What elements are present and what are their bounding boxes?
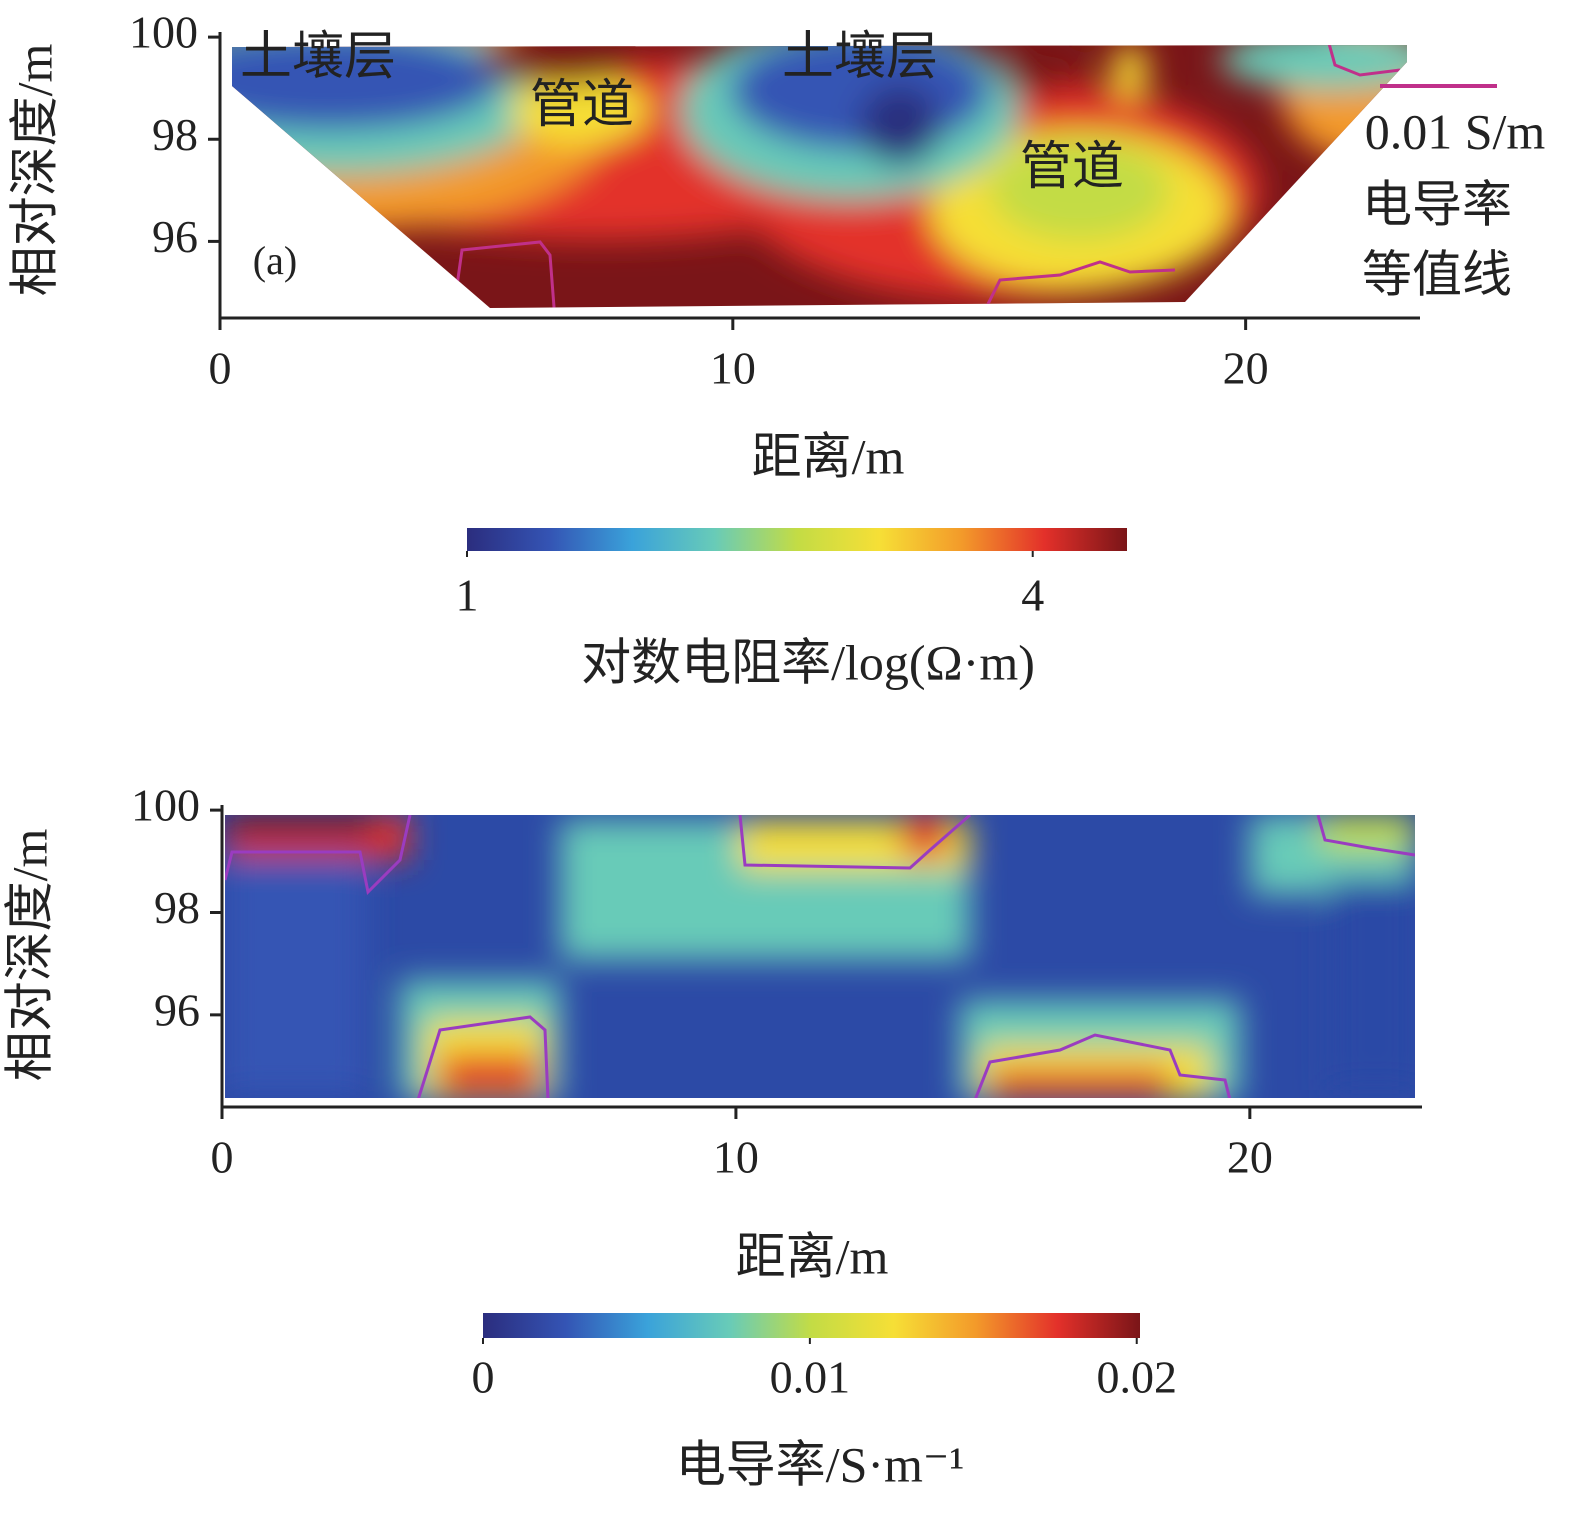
conductivity-field xyxy=(225,815,1415,1098)
annotation: 管道 xyxy=(530,77,634,134)
x-axis-title: 距离/m xyxy=(736,1228,889,1284)
x-axis-title: 距离/m xyxy=(752,428,905,484)
colorbar-title: 对数电阻率/log(Ω·m) xyxy=(581,634,1035,690)
y-tick-label: 96 xyxy=(152,211,198,262)
colorbar-tick-label: 1 xyxy=(456,570,479,621)
y-tick-label: 98 xyxy=(152,109,198,160)
y-axis-title: 相对深度/m xyxy=(1,829,57,1082)
x-tick-label: 10 xyxy=(713,1132,759,1183)
colorbar-tick-label: 4 xyxy=(1021,570,1044,621)
colorbar-tick-label: 0.02 xyxy=(1096,1352,1177,1403)
annotation: 电导率 xyxy=(1362,176,1512,232)
colorbar-tick-label: 0.01 xyxy=(770,1352,851,1403)
colorbar xyxy=(483,1313,1140,1338)
y-tick-label: 100 xyxy=(129,7,198,58)
y-tick-label: 96 xyxy=(154,984,200,1035)
y-tick-label: 98 xyxy=(154,882,200,933)
x-tick-label: 10 xyxy=(710,343,756,394)
y-tick-label: 100 xyxy=(131,780,200,831)
annotation: 等值线 xyxy=(1362,246,1512,302)
annotation: (a) xyxy=(253,238,297,283)
x-tick-label: 0 xyxy=(209,343,232,394)
x-tick-label: 20 xyxy=(1223,343,1269,394)
y-axis-title: 相对深度/m xyxy=(6,44,62,297)
annotation: 土壤层 xyxy=(782,29,938,86)
annotation: 0.01 S/m xyxy=(1365,103,1546,159)
colorbar xyxy=(467,528,1127,551)
colorbar-tick-label: 0 xyxy=(472,1352,495,1403)
colorbar-title: 电导率/S·m⁻¹ xyxy=(676,1436,965,1492)
x-tick-label: 0 xyxy=(211,1132,234,1183)
x-tick-label: 20 xyxy=(1227,1132,1273,1183)
annotation: 管道 xyxy=(1020,139,1124,196)
annotation: 土壤层 xyxy=(240,29,396,86)
